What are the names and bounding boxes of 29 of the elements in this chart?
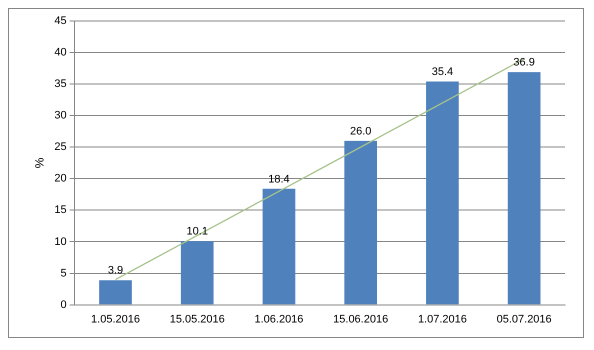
y-tick-label: 25 xyxy=(54,141,67,154)
y-tick-label: 30 xyxy=(54,110,67,122)
y-tick-label: 35 xyxy=(54,78,67,90)
y-tick-label: 15 xyxy=(54,204,67,216)
y-tick-label: 45 xyxy=(54,15,67,28)
bar xyxy=(426,82,459,304)
data-label: 18.4 xyxy=(268,173,290,186)
data-label: 10.1 xyxy=(186,226,208,238)
y-tick-label: 40 xyxy=(54,46,67,59)
x-tick-label: 1.07.2016 xyxy=(418,313,467,326)
bar xyxy=(99,280,132,304)
y-tick-label: 5 xyxy=(60,267,67,280)
bar xyxy=(344,140,378,304)
x-tick-label: 15.06.2016 xyxy=(333,313,388,326)
bar xyxy=(508,72,540,304)
data-label: 36.9 xyxy=(513,56,535,69)
data-label: 35.4 xyxy=(432,66,454,78)
y-tick-label: 10 xyxy=(54,236,67,248)
bar xyxy=(180,241,214,304)
x-tick-label: 1.06.2016 xyxy=(254,313,304,326)
x-tick-label: 05.07.2016 xyxy=(496,313,552,326)
bar xyxy=(262,188,296,304)
data-label: 26.0 xyxy=(350,125,372,138)
y-tick-label: 20 xyxy=(54,172,67,185)
x-tick-label: 1.05.2016 xyxy=(91,313,140,326)
x-tick-label: 15.05.2016 xyxy=(170,313,225,326)
y-tick-label: 0 xyxy=(60,298,67,311)
y-axis-title: % xyxy=(32,157,47,168)
data-label: 3.9 xyxy=(108,264,124,277)
